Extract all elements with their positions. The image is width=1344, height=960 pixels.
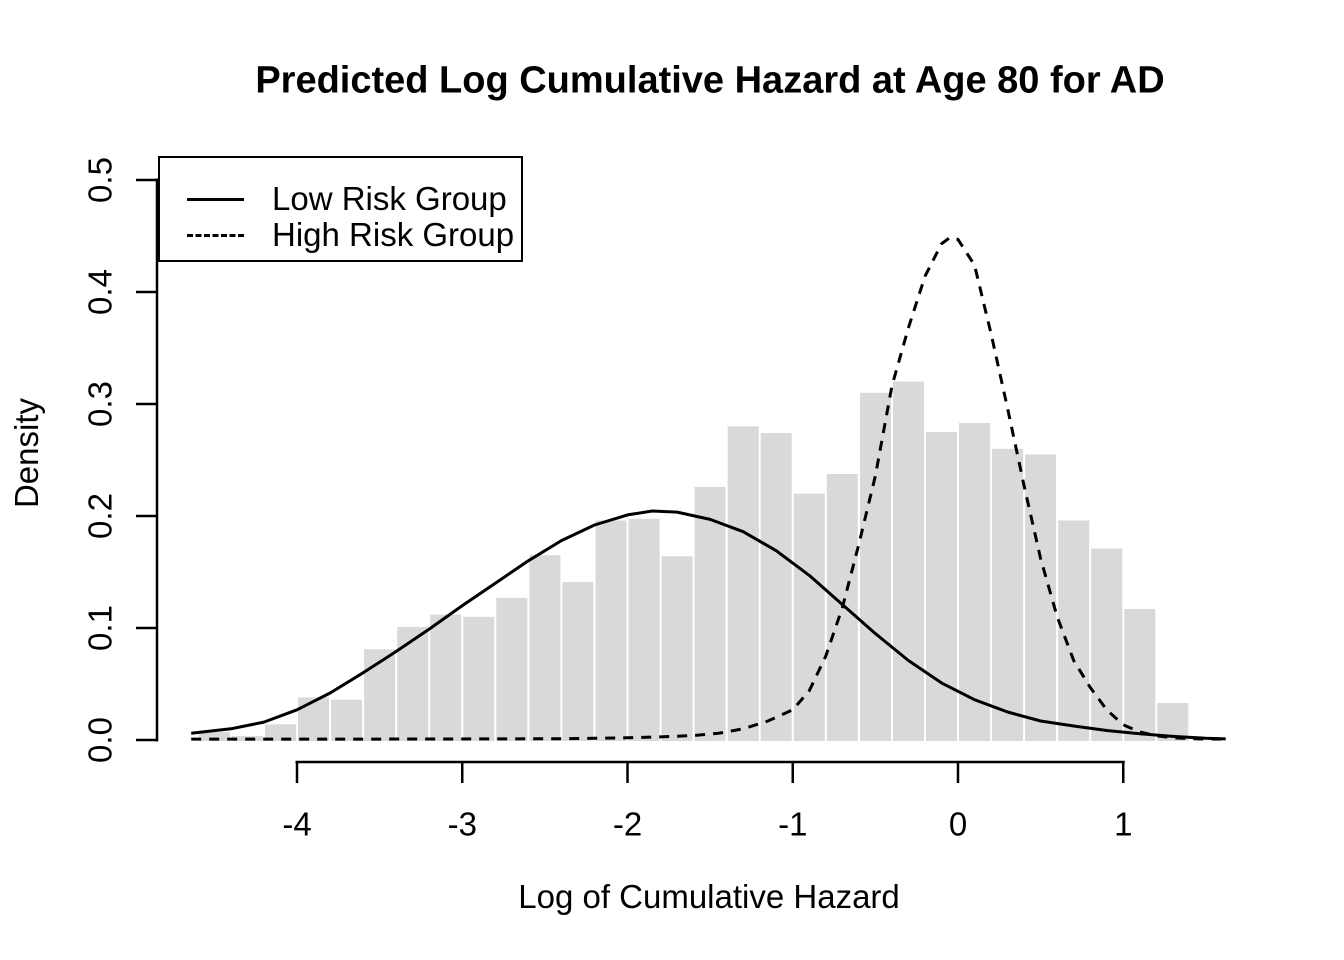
y-tick-label: 0.4 xyxy=(82,269,119,315)
histogram-bar xyxy=(562,582,594,741)
histogram-bar xyxy=(430,614,462,741)
solid-line-sample xyxy=(187,197,244,201)
histogram-bar xyxy=(793,493,825,741)
histogram-bar xyxy=(397,626,429,741)
histogram-bar xyxy=(992,448,1024,741)
histogram-bar xyxy=(364,649,396,741)
histogram-bar xyxy=(198,732,230,741)
legend-box: Low Risk Group High Risk Group xyxy=(158,156,523,262)
histogram-bar xyxy=(1025,454,1057,741)
histogram-bar xyxy=(760,433,792,741)
x-axis-label: Log of Cumulative Hazard xyxy=(518,878,900,915)
histogram-bar xyxy=(628,518,660,741)
dashed-line-sample xyxy=(187,233,244,237)
legend-item-high-risk: High Risk Group xyxy=(160,216,521,253)
legend-label: High Risk Group xyxy=(272,216,515,253)
chart-title: Predicted Log Cumulative Hazard at Age 8… xyxy=(255,59,1165,102)
x-tick-label: -2 xyxy=(613,806,642,843)
histogram-bar xyxy=(661,556,693,741)
x-tick-label: 1 xyxy=(1114,806,1132,843)
histogram-bar xyxy=(959,423,991,741)
histogram-bar xyxy=(529,555,561,741)
x-tick-label: -4 xyxy=(282,806,311,843)
histogram-bar xyxy=(926,432,957,741)
y-tick-label: 0.0 xyxy=(82,717,119,763)
low-risk-density-curve xyxy=(191,509,1226,741)
x-tick-label: -3 xyxy=(448,806,477,843)
y-tick-label: 0.5 xyxy=(82,157,119,203)
legend-label: Low Risk Group xyxy=(272,180,507,217)
histogram-bar xyxy=(595,520,627,741)
histogram-bar xyxy=(331,699,363,741)
legend-item-low-risk: Low Risk Group xyxy=(160,180,521,217)
histogram-bar xyxy=(1124,609,1156,741)
y-tick-label: 0.1 xyxy=(82,605,119,651)
histogram-bar xyxy=(694,486,726,741)
x-tick-label: 0 xyxy=(949,806,967,843)
histogram-bar xyxy=(1091,548,1123,741)
histogram-bar xyxy=(727,426,759,741)
x-tick-label: -1 xyxy=(778,806,807,843)
y-tick-label: 0.3 xyxy=(82,381,119,427)
histogram-bar xyxy=(463,616,495,741)
histogram-bar xyxy=(859,392,891,741)
y-tick-label: 0.2 xyxy=(82,493,119,539)
histogram-bar xyxy=(1058,520,1090,741)
histogram-bar xyxy=(496,597,528,741)
histogram-bar xyxy=(892,381,924,741)
histogram-bar xyxy=(298,697,329,741)
histogram-bar xyxy=(265,724,296,741)
high-risk-density-curve xyxy=(191,236,1226,741)
